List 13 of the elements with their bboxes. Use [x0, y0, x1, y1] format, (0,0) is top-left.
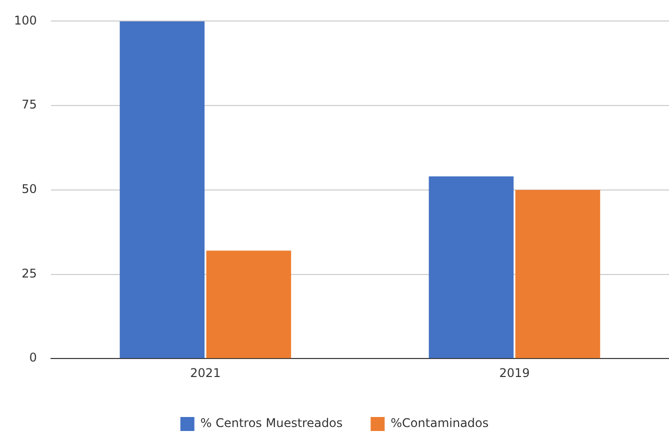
y-tick-label: 100 — [14, 13, 37, 28]
legend-label: % Centros Muestreados — [200, 416, 343, 430]
bar — [515, 190, 600, 358]
x-tick-label: 2019 — [499, 366, 530, 380]
bar — [120, 21, 205, 358]
bar — [428, 176, 514, 358]
bar — [206, 250, 292, 358]
y-tick-label: 25 — [22, 266, 37, 280]
legend-label: %Contaminados — [390, 416, 489, 430]
x-tick-label: 2021 — [190, 366, 221, 380]
y-tick-label: 50 — [22, 182, 37, 196]
y-tick-label: 75 — [22, 98, 37, 112]
y-tick-label: 0 — [29, 350, 37, 365]
